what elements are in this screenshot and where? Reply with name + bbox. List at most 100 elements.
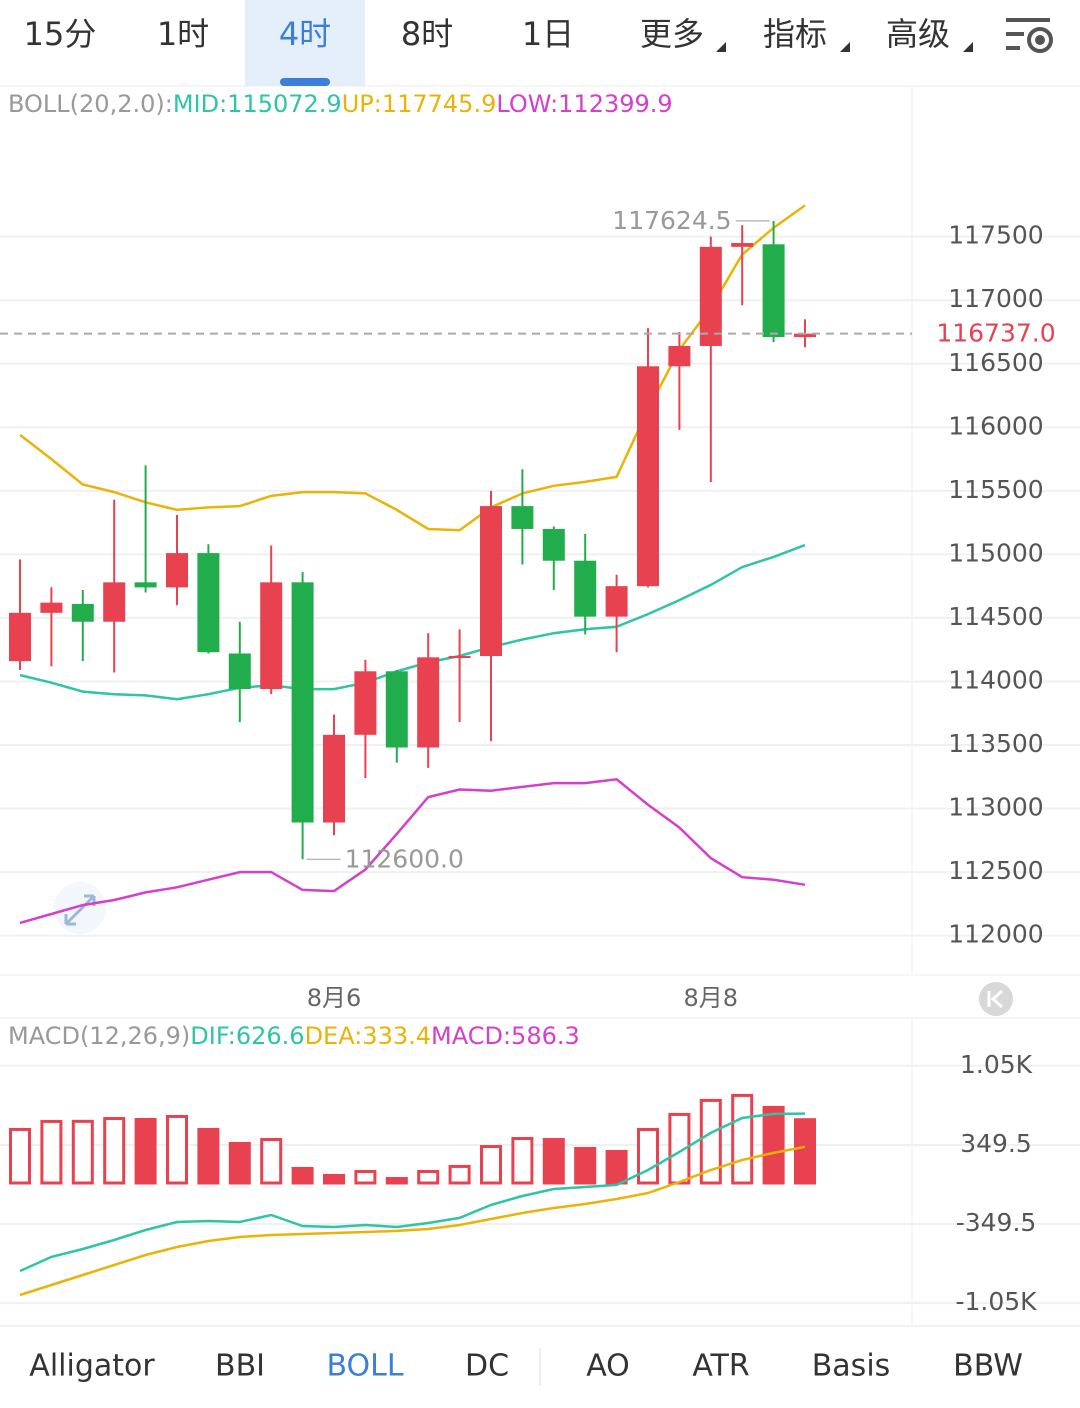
legend-item: LOW:112399.9: [496, 90, 672, 118]
candle-body: [40, 602, 63, 613]
candle-body: [417, 657, 440, 748]
macd-bar: [197, 1127, 220, 1185]
macd-bar: [103, 1116, 126, 1185]
period-tab[interactable]: 15分: [24, 15, 97, 53]
indicator-tab[interactable]: BBI: [215, 1349, 265, 1384]
last-price-bg: [930, 316, 1062, 351]
x-tick-label: 8月6: [307, 984, 362, 1012]
candle-body: [323, 734, 345, 823]
y-tick-label: 349.5: [960, 1129, 1032, 1158]
macd-bar: [9, 1127, 31, 1185]
candle-body: [542, 528, 565, 561]
y-tick-label: 112000: [948, 920, 1043, 949]
candle-body: [731, 243, 754, 247]
selected-tab-bg: [245, 0, 365, 86]
candle-body: [9, 612, 31, 662]
period-tab[interactable]: 1时: [157, 15, 209, 53]
indicator-tab[interactable]: AO: [586, 1349, 630, 1384]
legend-item: MACD:586.3: [431, 1022, 580, 1050]
dropdown-arrows: [716, 42, 973, 52]
macd-bar: [605, 1150, 628, 1185]
candle-body: [480, 506, 502, 657]
candle-body: [668, 345, 691, 367]
candle-body: [699, 246, 722, 346]
macd-bar: [291, 1166, 314, 1185]
candle-body: [354, 671, 377, 735]
macd-bar: [731, 1093, 754, 1185]
candle-body: [291, 582, 314, 823]
legend-item: DIF:626.6: [190, 1022, 304, 1050]
indicator-tab[interactable]: DC: [465, 1349, 509, 1384]
macd-bar: [417, 1170, 440, 1185]
legend-item: UP:117745.9: [342, 90, 497, 118]
candle-body: [71, 603, 94, 622]
high-label: 117624.5: [612, 206, 731, 235]
macd-line: [19, 1145, 806, 1297]
candle-body: [574, 560, 597, 617]
y-tick-label: 1.05K: [960, 1050, 1033, 1079]
macd-bar: [542, 1138, 565, 1185]
period-tab[interactable]: 高级: [886, 15, 950, 53]
period-tab[interactable]: 4时: [279, 15, 331, 53]
macd-bar: [762, 1105, 785, 1185]
macd-bar: [228, 1141, 251, 1185]
y-tick-label: 114000: [948, 665, 1043, 694]
y-tick-label: -349.5: [956, 1208, 1037, 1237]
period-tab[interactable]: 1日: [522, 15, 574, 53]
candle-body: [103, 582, 126, 622]
candle-body: [511, 506, 534, 529]
indicator-tab[interactable]: Basis: [812, 1349, 891, 1384]
candle-body: [228, 653, 251, 690]
boll-line: [19, 777, 806, 925]
candle-body: [134, 582, 157, 588]
macd-bar: [260, 1138, 283, 1185]
y-tick-label: 114500: [948, 602, 1043, 631]
macd-bar: [71, 1119, 94, 1185]
candle-body: [794, 333, 816, 338]
y-tick-label: 113500: [948, 729, 1043, 758]
period-tab[interactable]: 更多: [640, 15, 704, 53]
indicator-tab[interactable]: BBW: [953, 1349, 1023, 1384]
candle-body: [260, 582, 283, 690]
macd-bar: [480, 1145, 502, 1185]
scroll-back-icon[interactable]: [979, 982, 1013, 1016]
y-tick-label: 117500: [948, 221, 1043, 250]
boll-line: [19, 543, 806, 701]
x-tick-label: 8月8: [684, 984, 739, 1012]
candle-body: [637, 366, 659, 587]
macd-bar: [166, 1114, 188, 1185]
macd-bar: [354, 1170, 377, 1185]
period-tab[interactable]: 8时: [401, 15, 453, 53]
expand-icon[interactable]: [54, 882, 106, 934]
indicator-legend: MACD(12,26,9)DIF:626.6DEA:333.4MACD:586.…: [8, 1022, 580, 1050]
macd-bar: [134, 1118, 157, 1185]
macd-bar: [637, 1127, 659, 1185]
indicator-tab[interactable]: ATR: [692, 1349, 749, 1384]
y-tick-label: 117000: [948, 284, 1043, 313]
macd-bar: [794, 1118, 816, 1185]
candle-body: [166, 553, 188, 588]
macd-bar: [448, 1164, 471, 1185]
low-label: 112600.0: [345, 844, 464, 873]
legend-item: BOLL(20,2.0):: [8, 90, 173, 118]
y-tick-label: 116000: [948, 411, 1043, 440]
legend-item: DEA:333.4: [305, 1022, 431, 1050]
y-tick-label: 116500: [948, 348, 1043, 377]
candle-body: [605, 586, 628, 617]
y-tick-label: 113000: [948, 793, 1043, 822]
indicator-tab[interactable]: BOLL: [326, 1349, 403, 1384]
macd-bar: [385, 1177, 408, 1185]
indicator-tab[interactable]: Alligator: [29, 1349, 155, 1384]
period-tab[interactable]: 指标: [763, 15, 827, 53]
y-tick-label: 112500: [948, 856, 1043, 885]
macd-bar: [699, 1098, 722, 1185]
macd-bar: [323, 1173, 345, 1185]
y-tick-label: 115000: [948, 538, 1043, 567]
settings-icon[interactable]: [1006, 18, 1053, 53]
y-tick-label: 115500: [948, 475, 1043, 504]
legend-item: MID:115072.9: [173, 90, 342, 118]
macd-bar: [511, 1137, 534, 1185]
